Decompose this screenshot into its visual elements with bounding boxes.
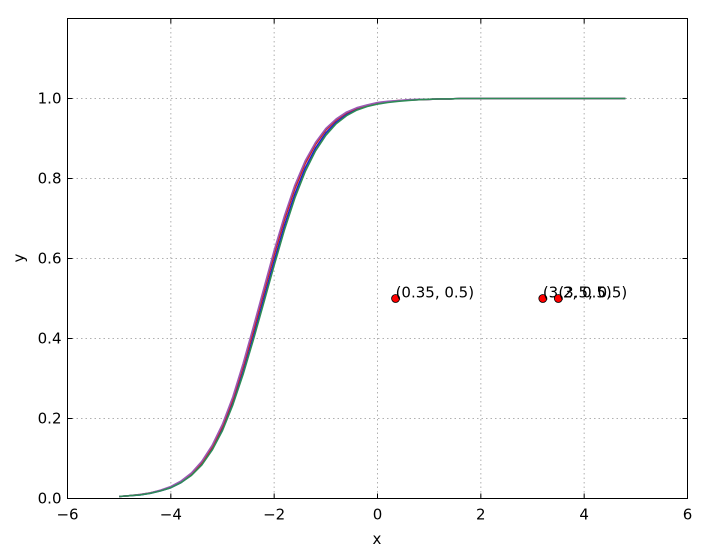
- x-tick-label: −4: [160, 506, 182, 524]
- point-annotation: (0.35, 0.5): [396, 284, 475, 302]
- x-tick-label: −2: [263, 506, 285, 524]
- series-lines: [119, 97, 626, 498]
- x-tick-label: 0: [373, 506, 383, 524]
- x-tick-label: 2: [476, 506, 486, 524]
- y-tick-label: 0.2: [38, 410, 62, 428]
- x-tick-label: −6: [56, 506, 78, 524]
- x-tick-label: 6: [683, 506, 693, 524]
- data-point: [553, 294, 563, 303]
- y-tick-label: 1.0: [38, 90, 62, 108]
- x-axis-label: x: [373, 530, 382, 548]
- x-tick-label: 4: [579, 506, 589, 524]
- annotated-points: (0.35, 0.5) (3.2, 0.5)(3.5, 0.5): [391, 284, 627, 303]
- y-tick-label: 0.0: [38, 490, 62, 508]
- axis-ticks: −6 −4 −2 0 2 4 6 0.0 0.2 0.4 0.6 0.8 1.0: [38, 18, 693, 524]
- y-tick-label: 0.8: [38, 170, 62, 188]
- y-tick-label: 0.4: [38, 330, 62, 348]
- data-point: [538, 294, 548, 303]
- y-tick-label: 0.6: [38, 250, 62, 268]
- point-annotation: (3.5, 0.5): [558, 284, 627, 302]
- data-point: [391, 294, 400, 303]
- series-line-4: [119, 97, 626, 498]
- y-axis-label: y: [10, 253, 28, 262]
